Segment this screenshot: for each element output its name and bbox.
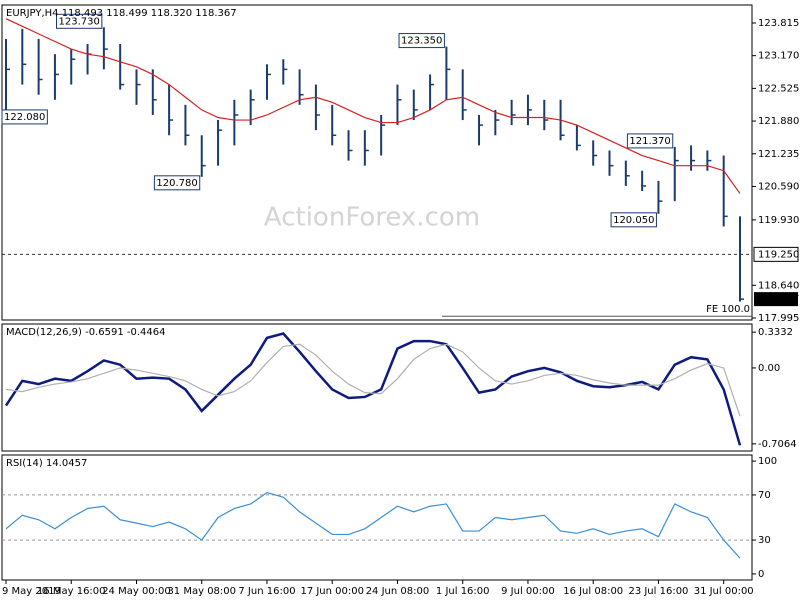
- watermark: ActionForex.com: [264, 203, 480, 233]
- y-tick-label: 0.00: [758, 363, 780, 374]
- annotation-box: [56, 13, 103, 29]
- panel-frame: [1, 323, 753, 452]
- y-tick-label: 0.3332: [758, 327, 793, 338]
- y-tick-label: 117.995: [758, 313, 799, 324]
- annotation-label: 123.350: [401, 36, 442, 47]
- annotation-box: [398, 33, 445, 49]
- x-tick-label: 24 Jun 08:00: [366, 586, 430, 597]
- series-line: [5, 18, 741, 194]
- y-tick-label: 100: [758, 456, 777, 467]
- y-tick-label: 118.640: [758, 280, 799, 291]
- x-tick-label: 9 May 2019: [2, 586, 61, 597]
- series-line: [5, 492, 741, 559]
- current-price: 118.367: [758, 294, 799, 305]
- annotation-label: 120.780: [156, 178, 197, 189]
- annotation-box: [610, 212, 657, 228]
- y-tick-label: -0.7064: [758, 439, 797, 450]
- y-tick-label: 121.235: [758, 149, 799, 160]
- panel-frame: [1, 4, 753, 321]
- y-tick-label: 123.815: [758, 18, 799, 29]
- x-tick-label: 31 May 08:00: [167, 586, 236, 597]
- x-tick-label: 17 Jun 00:00: [300, 586, 364, 597]
- y-tick-label: 0: [758, 569, 764, 580]
- annotation-label: 122.080: [4, 112, 45, 123]
- y-tick-label: 70: [758, 490, 771, 501]
- x-tick-label: 16 Jul 08:00: [563, 586, 623, 597]
- annotation-box: [1, 109, 48, 125]
- fe-label: FE 100.0: [706, 304, 750, 315]
- price-box: [754, 292, 798, 307]
- y-tick-label: 123.170: [758, 51, 799, 62]
- annotation-box: [153, 175, 201, 191]
- annotation-box: [626, 133, 674, 149]
- x-tick-label: 31 Jul 00:00: [694, 586, 754, 597]
- y-tick-label: 120.590: [758, 181, 799, 192]
- y-tick-label: 30: [758, 535, 771, 546]
- annotation-label: 120.050: [613, 215, 654, 226]
- x-tick-label: 7 Jun 16:00: [238, 586, 295, 597]
- panel-title: MACD(12,26,9) -0.6591 -0.4464: [6, 327, 166, 338]
- x-tick-label: 1 Jul 16:00: [436, 586, 490, 597]
- x-tick-label: 16 May 16:00: [37, 586, 106, 597]
- y-tick-label: 122.525: [758, 83, 799, 94]
- annotation-label: 123.730: [59, 16, 100, 27]
- y-tick-label: 121.880: [758, 116, 799, 127]
- panel-frame: [1, 454, 753, 581]
- x-tick-label: 23 Jul 16:00: [628, 586, 688, 597]
- panel-title: EURJPY,H4 118.493 118.499 118.320 118.36…: [6, 8, 237, 19]
- level-label: 119.250: [758, 249, 799, 260]
- x-tick-label: 24 May 00:00: [102, 586, 171, 597]
- level-box: [753, 246, 799, 262]
- panel-title: RSI(14) 14.0457: [6, 458, 87, 469]
- annotation-label: 121.370: [629, 136, 670, 147]
- series-line: [5, 343, 741, 417]
- y-tick-label: 119.930: [758, 215, 799, 226]
- x-tick-label: 9 Jul 00:00: [501, 586, 555, 597]
